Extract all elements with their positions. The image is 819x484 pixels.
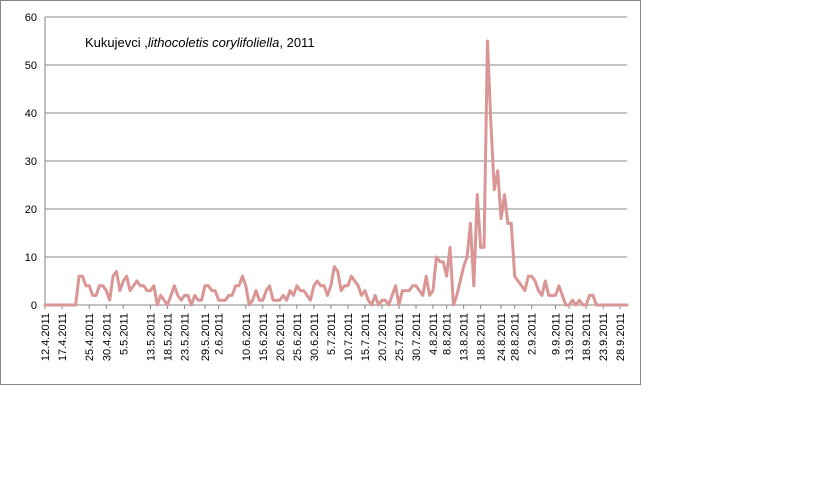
- title-part: Kukujevci ,: [85, 35, 148, 50]
- x-tick-label: 15.6.2011: [258, 313, 270, 361]
- x-tick-label: 23.5.2011: [180, 313, 192, 361]
- x-tick-label: 20.6.2011: [275, 313, 287, 361]
- x-tick-label: 2.9.2011: [527, 313, 539, 355]
- series-line: [43, 39, 629, 307]
- x-tick-label: 30.4.2011: [101, 313, 113, 361]
- x-tick-label: 18.9.2011: [581, 313, 593, 361]
- x-tick-label: 13.5.2011: [146, 313, 158, 361]
- x-tick-label: 18.5.2011: [163, 313, 175, 361]
- x-tick-label: 25.4.2011: [84, 313, 96, 361]
- x-tick-label: 25.6.2011: [292, 313, 304, 361]
- title-species: lithocoletis corylifoliella: [148, 35, 280, 50]
- x-tick-label: 30.6.2011: [309, 313, 321, 361]
- x-tick-label: 29.5.2011: [200, 313, 212, 361]
- x-tick-label: 30.7.2011: [411, 313, 423, 361]
- x-tick-label: 2.6.2011: [214, 313, 226, 355]
- y-tick-label: 0: [31, 300, 37, 312]
- y-tick-label: 40: [25, 108, 37, 120]
- y-tick-labels: 0 10 20 30 40 50 60: [25, 12, 37, 312]
- title-part: , 2011: [279, 35, 314, 50]
- x-tick-label: 24.8.2011: [496, 313, 508, 361]
- y-tick-label: 50: [25, 60, 37, 72]
- line-chart: 0 10 20 30 40 50 60 12.4.2011 17.4.2011 25.4.201…: [25, 12, 629, 361]
- x-tick-label: 5.5.2011: [118, 313, 130, 355]
- x-tick-label: 13.8.2011: [459, 313, 471, 361]
- x-tick-label: 13.9.2011: [564, 313, 576, 361]
- gridlines: [45, 16, 627, 258]
- x-tick-label: 5.7.2011: [326, 313, 338, 355]
- x-tick-label: 9.9.2011: [551, 313, 563, 355]
- axes: [44, 17, 627, 309]
- y-tick-label: 20: [25, 204, 37, 216]
- x-tick-label: 17.4.2011: [57, 313, 69, 361]
- y-tick-label: 60: [25, 12, 37, 24]
- y-tick-label: 30: [25, 156, 37, 168]
- x-tick-labels: 12.4.2011 17.4.2011 25.4.2011 30.4.2011 5.5.…: [40, 313, 627, 361]
- x-tick-label: 8.8.2011: [442, 313, 454, 355]
- x-tick-label: 10.6.2011: [241, 313, 253, 361]
- x-tick-label: 25.7.2011: [394, 313, 406, 361]
- x-tick-label: 4.8.2011: [428, 313, 440, 355]
- x-tick-label: 20.7.2011: [377, 313, 389, 361]
- x-tick-label: 23.9.2011: [598, 313, 610, 361]
- chart-title: Kukujevci ,lithocoletis corylifoliella, …: [85, 35, 315, 50]
- y-tick-label: 10: [25, 252, 37, 264]
- x-tick-label: 10.7.2011: [343, 313, 355, 361]
- x-tick-label: 12.4.2011: [40, 313, 52, 361]
- x-tick-label: 18.8.2011: [476, 313, 488, 361]
- x-tick-label: 28.9.2011: [615, 313, 627, 361]
- x-tick-label: 15.7.2011: [360, 313, 372, 361]
- chart-frame: 0 10 20 30 40 50 60 12.4.2011 17.4.2011 25.4.201…: [0, 0, 641, 385]
- x-tick-label: 28.8.2011: [510, 313, 522, 361]
- series-layer: [43, 39, 629, 307]
